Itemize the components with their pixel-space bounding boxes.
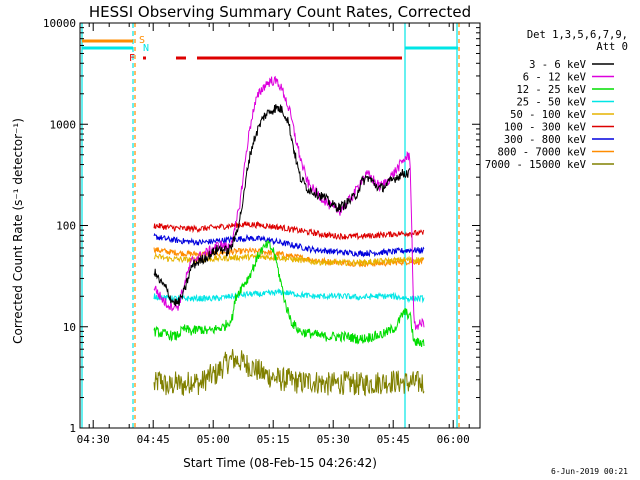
legend-header-2: Att 0 — [596, 41, 628, 53]
footer-date: 6-Jun-2019 00:21 — [551, 467, 628, 476]
legend-label-7: 800 - 7000 keV — [497, 147, 586, 159]
x-tick-label: 05:15 — [257, 433, 290, 446]
x-tick-label: 05:30 — [317, 433, 350, 446]
x-tick-label: 06:00 — [437, 433, 470, 446]
x-tick-label: 05:45 — [377, 433, 410, 446]
legend-header-1: Det 1,3,5,6,7,9, — [527, 29, 628, 41]
y-tick-label: 100 — [56, 220, 76, 233]
series-line-0 — [153, 104, 411, 307]
y-tick-label: 10000 — [43, 17, 76, 30]
legend-label-6: 300 - 800 keV — [504, 134, 587, 146]
legend-label-3: 25 - 50 keV — [516, 97, 586, 109]
legend-label-2: 12 - 25 keV — [516, 84, 586, 96]
series-line-6 — [153, 232, 425, 258]
flag-label-s: S — [139, 35, 145, 46]
x-axis-label: Start Time (08-Feb-15 04:26:42) — [183, 456, 377, 470]
y-axis-label: Corrected Count Rate (s⁻¹ detector⁻¹) — [11, 118, 25, 344]
series-line-2 — [153, 239, 425, 348]
y-tick-label: 10 — [63, 321, 76, 334]
axes: 1 10 100 1000 10000 04:30 04:45 05:00 05:15 05:30… — [43, 17, 481, 446]
series-line-1 — [153, 75, 425, 331]
legend-label-0: 3 - 6 keV — [529, 59, 587, 71]
legend-label-5: 100 - 300 keV — [504, 122, 587, 134]
x-tick-label: 05:00 — [197, 433, 230, 446]
chart-title: HESSI Observing Summary Count Rates, Cor… — [89, 3, 471, 21]
series-line-8 — [153, 348, 425, 397]
series-line-3 — [153, 287, 425, 304]
y-tick-label: 1 — [69, 422, 76, 435]
flag-label-n: N — [143, 43, 149, 54]
series-layer — [153, 75, 425, 397]
legend-label-1: 6 - 12 keV — [523, 72, 587, 84]
legend-label-8: 7000 - 15000 keV — [485, 159, 587, 171]
y-tick-label: 1000 — [50, 118, 77, 131]
x-tick-label: 04:45 — [137, 433, 170, 446]
legend-label-4: 50 - 100 keV — [510, 109, 587, 121]
x-tick-label: 04:30 — [77, 433, 110, 446]
flag-label-f: F — [129, 53, 135, 64]
series-line-5 — [153, 220, 425, 241]
